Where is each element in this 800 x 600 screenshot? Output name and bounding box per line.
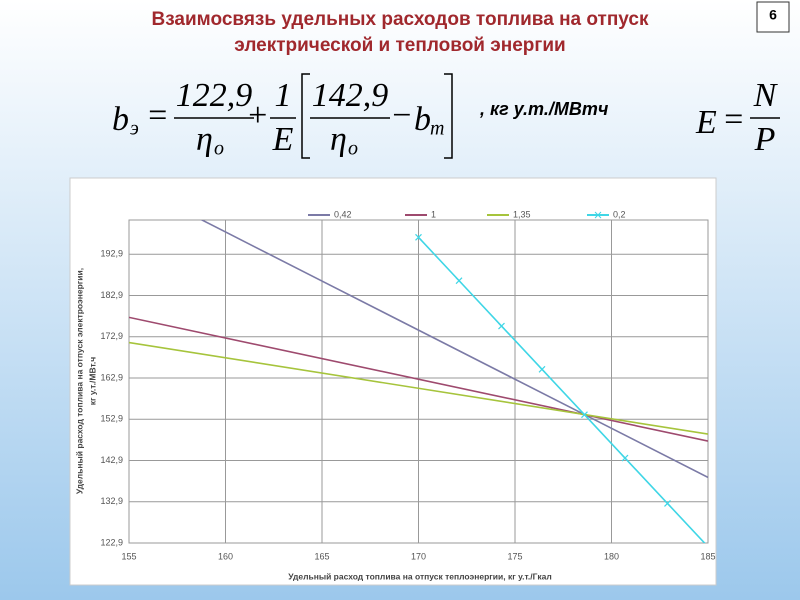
legend-label: 1,35 [513,209,531,219]
y-tick-label: 172,9 [100,331,123,341]
plot [129,220,708,543]
slide-number: 6 [769,7,777,23]
bracket [301,73,453,159]
formula-symbol: b [414,101,431,138]
x-tick-label: 180 [604,551,619,561]
x-tick-label: 185 [700,551,715,561]
y-tick-label: 142,9 [100,455,123,465]
series-line [129,316,708,442]
y-tick-label: 152,9 [100,414,123,424]
legend-label: 1 [431,209,436,219]
x-tick-label: 170 [411,551,426,561]
x-tick-label: 160 [218,551,233,561]
x-tick-label: 155 [121,551,136,561]
legend-label: 0,42 [334,209,352,219]
formula: b э = 122,9 η о + 1 E 142,9 η о − b т , … [112,73,780,160]
title: Взаимосвязь удельных расходов топлива на… [152,9,649,30]
point-marker [455,277,463,285]
chart-area [69,177,717,586]
formula-symbol: 1 [275,77,292,114]
formula-symbol: 142,9 [312,77,389,114]
formula-symbol: 122,9 [176,77,253,114]
title: электрической и тепловой энергии [234,35,565,56]
formula-symbol: э [130,118,139,140]
y-tick-label: 182,9 [100,290,123,300]
formula-symbol: η [196,121,213,158]
formula-symbol: о [348,138,358,160]
legend-marker [594,211,602,219]
slide-badge [756,1,790,33]
y-tick-label: 132,9 [100,496,123,506]
formula-symbol: = [722,101,745,138]
formula-symbol: N [753,77,779,114]
x-axis-label: Удельный расход топлива на отпуск теплоэ… [288,571,552,581]
formula-symbol: η [330,121,347,158]
point-marker [415,233,422,241]
x-tick-label: 165 [314,551,329,561]
formula-symbol: P [754,121,776,158]
y-tick-label: 122,9 [100,537,123,547]
point-marker [581,411,588,419]
series-line [200,220,708,479]
y-tick-label: 192,9 [100,249,123,259]
point-marker [498,322,505,330]
y-axis-label: Удельный расход топлива на отпуск электр… [74,268,84,494]
formula-symbol: о [214,138,224,160]
y-axis-label: кг у.т./МВт.ч [87,357,97,406]
point-marker [664,499,671,507]
formula-symbol: − [390,97,413,134]
formula-symbol: т [430,118,444,140]
legend-label: 0,2 [613,209,626,219]
formula-symbol: E [695,104,717,141]
formula-symbol: + [246,97,269,134]
formula-symbol: E [272,121,294,158]
point-marker [621,454,629,462]
x-tick-label: 175 [507,551,522,561]
series-line [417,236,706,543]
series-line [129,341,708,435]
formula-symbol: = [146,97,169,134]
formula-symbol: b [112,101,129,138]
y-tick-label: 162,9 [100,372,123,382]
formula-unit: , кг у.т./МВтч [479,99,609,119]
point-marker [538,365,546,373]
